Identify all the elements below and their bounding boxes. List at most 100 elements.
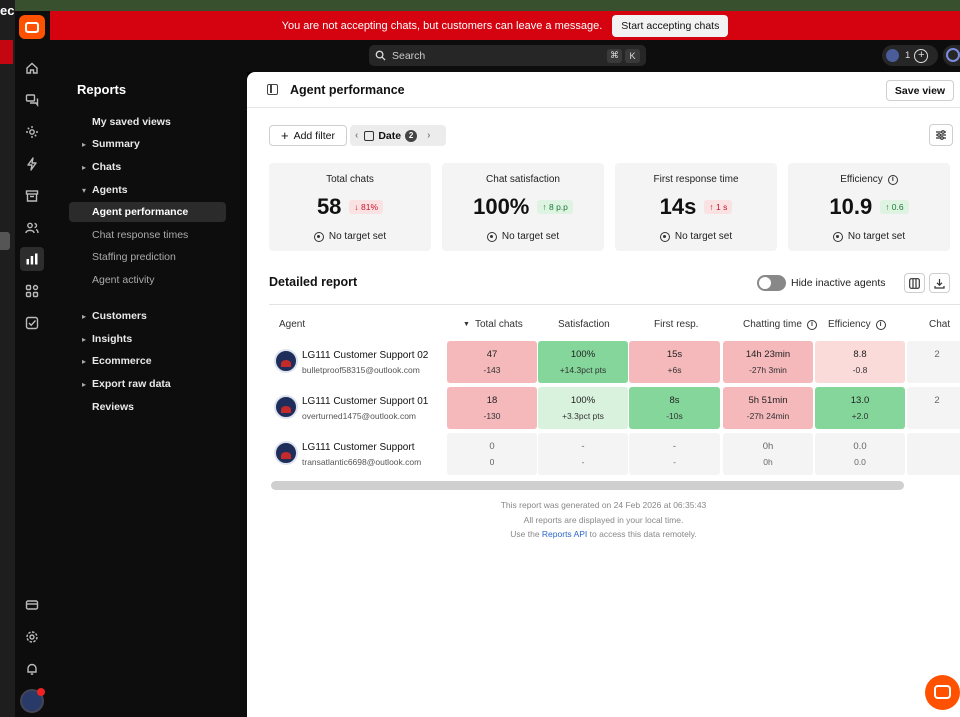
table-cell: 0h 0h [723,433,813,475]
agent-email: bulletproof58315@outlook.com [302,365,420,375]
ai-ring-icon [946,48,960,62]
start-accepting-chats-button[interactable]: Start accepting chats [612,14,729,37]
agent-name: LG111 Customer Support [302,442,415,453]
activity-icon[interactable] [23,123,41,141]
sliders-icon [936,130,946,140]
column-header-first-response[interactable]: First resp. [654,319,699,330]
sidebar-item-agents[interactable]: ▾ Agents [69,180,226,200]
columns-button[interactable] [904,273,925,293]
table-cell: 18 -130 [447,387,537,429]
user-avatar[interactable] [20,688,45,713]
chats-icon[interactable] [23,91,41,109]
app-logo-icon[interactable] [19,15,45,39]
kpi-delta: ↑ 8 p.p [537,200,573,214]
background-grey-tab [0,232,10,250]
column-header-chat[interactable]: Chat [929,319,951,330]
target-icon [832,231,843,242]
add-filter-button[interactable]: + Add filter [269,125,347,146]
table-row-agent[interactable]: LG111 Customer Support transatlantic6698@… [269,433,447,475]
chevron-right-icon[interactable]: › [427,130,431,141]
shortcut-cmd-key: ⌘ [607,48,622,63]
sidebar-toggle-icon[interactable] [267,84,278,95]
column-header-label: Total chats [474,319,523,330]
chevron-left-icon[interactable]: ‹ [355,130,359,141]
date-filter-chip[interactable]: ‹ Date 2 › [350,125,446,146]
home-icon[interactable] [23,59,41,77]
agent-email: transatlantic6698@outlook.com [302,457,422,467]
search-bar[interactable]: Search ⌘ K [369,45,646,66]
ai-assistant-button[interactable] [943,45,960,66]
reports-api-link[interactable]: Reports API [541,529,588,539]
date-filter-count: 2 [405,129,418,142]
sidebar-item-summary[interactable]: ▸ Summary [69,134,226,154]
team-icon[interactable] [23,219,41,237]
kpi-target[interactable]: No target set [501,231,560,242]
table-row-agent[interactable]: LG111 Customer Support 02 bulletproof5831… [269,341,447,383]
sidebar-item-reviews[interactable]: Reviews [69,397,226,417]
cell-delta: 0.0 [854,457,866,467]
info-icon[interactable]: i [806,319,817,330]
kpi-target[interactable]: No target set [674,231,733,242]
cell-delta: +14.3pct pts [559,365,607,375]
reports-icon[interactable] [20,247,44,271]
download-button[interactable] [929,273,950,293]
settings-icon[interactable] [23,628,41,646]
sidebar-item-chats[interactable]: ▸ Chats [69,157,226,177]
chevron-right-icon: ▸ [81,311,86,321]
kpi-target[interactable]: No target set [847,231,906,242]
column-header-total-chats[interactable]: ▼ Total chats [463,319,523,330]
sidebar-item-insights[interactable]: ▸ Insights [69,329,226,349]
cell-delta: +2.0 [851,411,869,421]
sidebar-item-agent-activity[interactable]: Agent activity [69,270,226,290]
table-cell [907,433,960,475]
reports-sidebar: Reports My saved views ▸ Summary ▸ Chats… [50,72,247,717]
kpi-delta: ↓ 81% [349,200,384,214]
cell-value: 2 [934,395,940,406]
tickets-icon[interactable] [23,314,41,332]
agent-avatar [274,441,298,465]
cell-delta: -130 [483,411,501,421]
chat-bubble-icon [934,685,951,699]
background-window-text: ecl [0,3,19,18]
column-header-label: Chatting time [743,319,802,330]
sidebar-item-chat-response-times[interactable]: Chat response times [69,225,226,245]
horizontal-scrollbar[interactable] [271,481,904,490]
plus-icon[interactable]: + [914,48,929,63]
table-cell: 14h 23min -27h 3min [723,341,813,383]
info-icon[interactable]: i [875,319,886,330]
sidebar-item-staffing-prediction[interactable]: Staffing prediction [69,247,226,267]
sidebar-item-agent-performance[interactable]: Agent performance [69,202,226,222]
column-header-efficiency[interactable]: Efficiency i [828,319,886,330]
billing-icon[interactable] [23,596,41,614]
column-header-label: Efficiency [828,319,871,330]
sidebar-item-customers[interactable]: ▸ Customers [69,306,226,326]
sidebar-item-my-saved-views[interactable]: My saved views [69,112,226,132]
cell-delta: +3.3pct pts [562,411,604,421]
column-header-agent[interactable]: Agent [279,319,306,330]
hide-inactive-toggle[interactable] [757,275,786,291]
table-cell: 8.8 -0.8 [815,341,905,383]
banner-message: You are not accepting chats, but custome… [281,19,603,32]
save-view-button[interactable]: Save view [886,80,954,101]
chat-widget-button[interactable] [925,675,960,710]
sidebar-item-ecommerce[interactable]: ▸ Ecommerce [69,351,226,371]
archive-icon[interactable] [23,187,41,205]
kpi-delta: ↑ 1 s [704,200,733,214]
apps-icon[interactable] [23,282,41,300]
status-banner: You are not accepting chats, but custome… [50,11,960,40]
cell-delta: - [673,457,676,467]
automation-icon[interactable] [23,155,41,173]
team-status-pill[interactable]: 1 + [882,45,938,66]
cell-value: 0h [762,441,774,452]
sidebar-item-export-raw-data[interactable]: ▸ Export raw data [69,374,226,394]
kpi-target[interactable]: No target set [328,231,387,242]
table-cell: 100% +14.3pct pts [538,341,628,383]
info-icon[interactable]: i [887,174,898,185]
notifications-icon[interactable] [23,660,41,678]
report-settings-button[interactable] [929,124,953,146]
column-header-satisfaction[interactable]: Satisfaction [558,319,610,330]
table-cell: 100% +3.3pct pts [538,387,628,429]
cell-delta: -27h 3min [749,365,787,375]
table-row-agent[interactable]: LG111 Customer Support 01 overturned1475@… [269,387,447,429]
column-header-chatting-time[interactable]: Chatting time i [743,319,817,330]
